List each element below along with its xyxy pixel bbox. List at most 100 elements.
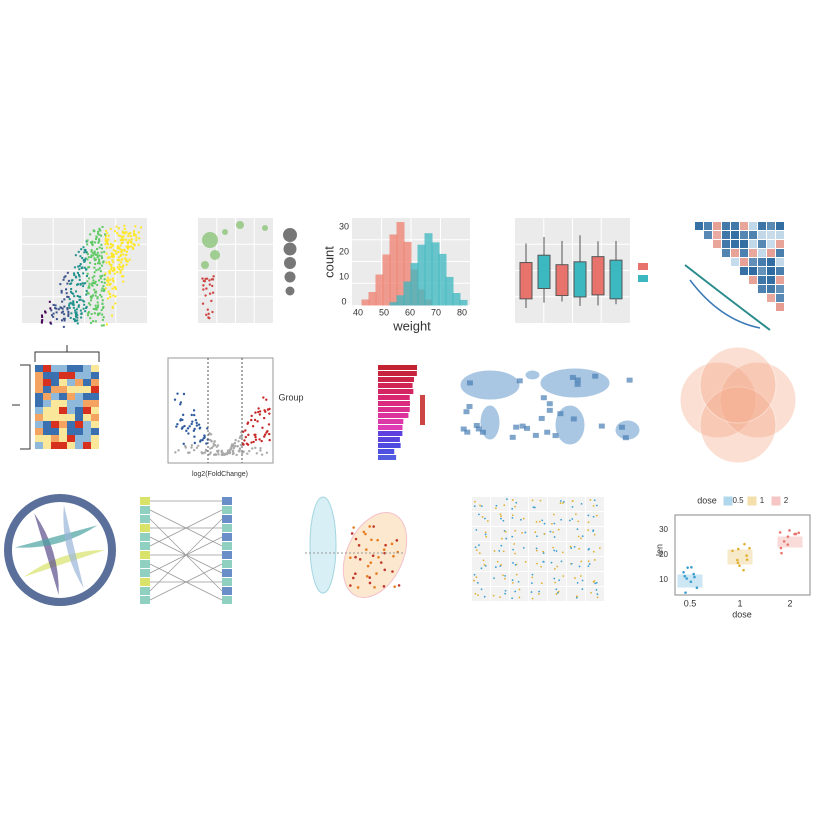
- point: [518, 596, 521, 599]
- point: [562, 502, 564, 504]
- point: [73, 273, 76, 276]
- point: [67, 314, 70, 317]
- legend-bubble: [284, 257, 296, 269]
- cell: [35, 442, 43, 449]
- point: [78, 278, 81, 281]
- plot-bg: [567, 587, 585, 601]
- point: [505, 498, 508, 501]
- point: [125, 258, 128, 261]
- point: [576, 581, 579, 584]
- point: [113, 286, 116, 289]
- point: [522, 517, 525, 520]
- point: [365, 548, 368, 551]
- point: [96, 251, 99, 254]
- point: [493, 577, 495, 580]
- point: [173, 398, 177, 401]
- point: [537, 593, 540, 595]
- point: [90, 296, 93, 299]
- cell: [731, 249, 739, 257]
- point: [492, 594, 495, 597]
- point: [80, 316, 83, 319]
- label: 30: [339, 221, 349, 231]
- point: [67, 279, 70, 282]
- point: [119, 235, 122, 238]
- point: [592, 530, 594, 533]
- hist-bar: [361, 299, 370, 306]
- point: [60, 291, 63, 294]
- point: [587, 529, 590, 532]
- point: [596, 596, 599, 599]
- point: [90, 254, 93, 257]
- country: [598, 423, 605, 429]
- cell: [51, 372, 59, 379]
- cell: [43, 407, 51, 414]
- point: [98, 254, 101, 257]
- point: [74, 315, 77, 318]
- point: [83, 248, 86, 251]
- legend-bubble: [285, 286, 295, 296]
- stratum: [140, 596, 150, 604]
- plot-bg: [586, 542, 604, 556]
- point: [587, 565, 590, 568]
- point: [231, 444, 234, 448]
- point: [101, 247, 104, 250]
- plot-bg: [472, 527, 490, 541]
- point: [540, 565, 542, 568]
- point: [541, 519, 544, 522]
- point: [115, 225, 118, 228]
- point: [137, 231, 140, 234]
- point: [120, 238, 123, 241]
- cell: [91, 428, 99, 435]
- plot-bg: [529, 527, 547, 541]
- point: [500, 563, 503, 566]
- point: [379, 561, 383, 564]
- label: 1: [737, 598, 742, 608]
- point: [93, 266, 96, 269]
- box: [591, 256, 605, 296]
- point: [473, 573, 476, 576]
- cell: [740, 267, 748, 275]
- point: [133, 244, 136, 247]
- point: [135, 239, 138, 242]
- cell: [695, 222, 703, 230]
- point: [587, 514, 590, 517]
- point: [114, 287, 117, 290]
- point: [101, 313, 104, 316]
- cell: [83, 400, 91, 407]
- point: [86, 291, 89, 294]
- cell: [722, 249, 730, 257]
- point: [120, 251, 123, 254]
- point: [500, 515, 503, 518]
- cell: [767, 276, 775, 284]
- point: [745, 554, 748, 557]
- landmass: [459, 369, 521, 401]
- point: [95, 306, 98, 309]
- point: [74, 311, 77, 314]
- point: [202, 288, 205, 291]
- cell: [67, 407, 75, 414]
- point: [181, 413, 185, 417]
- cell: [749, 258, 757, 266]
- country: [464, 429, 471, 435]
- point: [598, 547, 601, 549]
- point: [137, 243, 140, 246]
- cell: [722, 222, 730, 230]
- plot-bg: [529, 512, 547, 526]
- point: [382, 585, 386, 588]
- point: [123, 232, 126, 235]
- point: [234, 438, 237, 442]
- cell: [67, 442, 75, 449]
- point: [736, 547, 740, 551]
- point: [260, 439, 263, 443]
- point: [72, 292, 75, 295]
- hist-bar: [396, 222, 405, 306]
- plot-bg: [491, 512, 509, 526]
- stratum: [222, 569, 232, 577]
- point: [114, 239, 117, 242]
- point: [63, 276, 66, 279]
- cell: [776, 303, 784, 311]
- point: [59, 283, 62, 286]
- country: [475, 426, 482, 432]
- point: [74, 309, 77, 312]
- legend-key: [747, 496, 757, 506]
